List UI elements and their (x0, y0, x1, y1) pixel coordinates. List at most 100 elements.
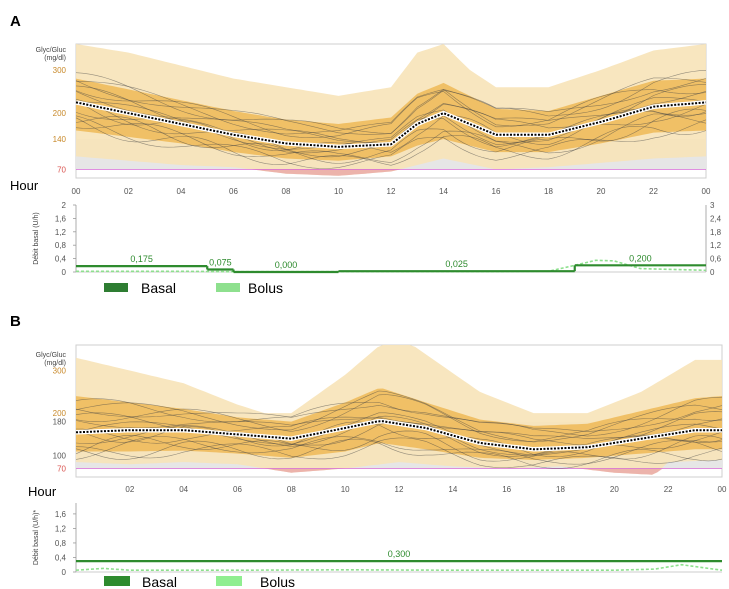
basal-rate-label: 0,000 (275, 260, 298, 270)
x-tick-label: 18 (556, 485, 565, 494)
daily-glucose-trace (75, 437, 723, 468)
bolus-legend-swatch (216, 283, 240, 292)
basal-y-tick-label: 0,4 (55, 255, 67, 264)
x-tick-label: 06 (229, 187, 238, 196)
x-tick-label: 00 (718, 485, 727, 494)
x-tick-label: 22 (649, 187, 658, 196)
x-tick-label: 08 (287, 485, 296, 494)
daily-glucose-trace (75, 117, 707, 166)
hypoglycemia-zone (76, 169, 706, 176)
daily-glucose-trace (75, 108, 707, 164)
panel-b-letter: B (10, 313, 21, 330)
basal-y-axis-label: Débit basal (U/h) (33, 212, 40, 265)
x-tick-label: 20 (610, 485, 619, 494)
x-tick-label: 00 (702, 187, 711, 196)
glucose-y-tick-label: 200 (53, 409, 67, 418)
bolus-legend-label: Bolus (260, 574, 295, 589)
basal-rate-label: 0,300 (388, 549, 411, 559)
bolus-legend-swatch (216, 576, 242, 586)
glucose-y-axis-label: Glyc/Gluc (36, 47, 67, 54)
glucose-y-tick-label: 70 (57, 464, 66, 473)
panel-a-legend: Basal Bolus (104, 280, 283, 296)
median-glucose-line (75, 420, 722, 451)
x-tick-label: 00 (72, 187, 81, 196)
bolus-line (75, 563, 723, 571)
daily-glucose-trace (75, 390, 723, 443)
basal-rate-label: 0,175 (130, 254, 153, 264)
basal-rate-label: 0,075 (209, 257, 232, 267)
glucose-y-tick-label: 140 (53, 135, 67, 144)
daily-glucose-trace (75, 77, 707, 135)
hypoglycemia-zone (76, 468, 722, 475)
daily-glucose-trace (75, 430, 723, 462)
glucose-y-axis-label: (mg/dl) (44, 55, 66, 62)
glucose-y-axis-label: (mg/dl) (44, 360, 66, 367)
x-tick-label: 12 (387, 187, 396, 196)
bolus-y-tick-label: 0 (710, 268, 715, 277)
basal-legend-label: Basal (141, 280, 176, 296)
glucose-y-tick-label: 300 (53, 367, 67, 376)
bolus-y-tick-label: 0,6 (710, 255, 722, 264)
x-tick-label: 02 (124, 187, 133, 196)
basal-y-tick-label: 1,2 (55, 524, 67, 533)
daily-glucose-trace (75, 89, 707, 138)
daily-glucose-trace (75, 421, 723, 458)
bolus-y-tick-label: 2,4 (710, 214, 722, 223)
x-tick-label: 16 (492, 187, 501, 196)
x-tick-label: 18 (544, 187, 553, 196)
daily-glucose-trace (75, 415, 723, 456)
x-tick-label: 08 (282, 187, 291, 196)
daily-glucose-trace (75, 417, 723, 440)
glucose-y-tick-label: 70 (57, 165, 66, 174)
daily-glucose-trace (75, 113, 707, 163)
bolus-y-tick-label: 1,8 (710, 228, 722, 237)
x-tick-label: 04 (177, 187, 186, 196)
panel-a-letter: A (10, 13, 21, 30)
panel-a-basal-chart: 0 0,4 0,8 1,2 1,6 2 0 0,6 1,2 1,8 2,4 3 Débit basal … (33, 201, 722, 277)
basal-y-tick-label: 0 (62, 568, 67, 577)
daily-glucose-trace (75, 436, 723, 465)
basal-rate-label: 0,200 (629, 253, 652, 263)
glucose-y-tick-label: 200 (53, 109, 67, 118)
basal-y-tick-label: 2 (62, 201, 67, 210)
basal-legend-swatch (104, 576, 130, 586)
glucose-y-tick-label: 300 (53, 66, 67, 75)
basal-y-tick-label: 0,8 (55, 241, 67, 250)
daily-glucose-trace (75, 394, 723, 442)
x-tick-label: 20 (597, 187, 606, 196)
x-tick-label: 06 (233, 485, 242, 494)
basal-y-tick-label: 1,6 (55, 510, 67, 519)
basal-y-tick-label: 0,8 (55, 539, 67, 548)
median-glucose-line (75, 101, 707, 148)
x-tick-label: 02 (125, 485, 134, 494)
daily-glucose-trace (75, 78, 707, 135)
panel-a-glucose-chart: 300 200 140 70 Glyc/Gluc(mg/dl) 00 02 04 06 08 10 1… (36, 43, 711, 196)
glucose-y-axis-label: Glyc/Gluc (36, 352, 67, 359)
daily-glucose-trace (75, 111, 707, 154)
daily-glucose-trace (75, 404, 723, 432)
basal-legend-label: Basal (142, 574, 177, 589)
basal-y-tick-label: 1,2 (55, 228, 67, 237)
x-tick-label: 14 (439, 187, 448, 196)
bolus-y-tick-label: 1,2 (710, 241, 722, 250)
x-tick-label: 22 (664, 485, 673, 494)
panel-b-legend: Basal Bolus (104, 574, 295, 589)
panel-b-hour-label: Hour (28, 484, 57, 499)
panel-b-basal-chart: 0 0,4 0,8 1,2 1,6 Débit basal (U/h)* 0,300 (33, 503, 723, 577)
x-tick-label: 14 (448, 485, 457, 494)
basal-y-tick-label: 0 (62, 268, 67, 277)
daily-glucose-trace (75, 115, 707, 169)
x-tick-label: 04 (179, 485, 188, 494)
bolus-legend-label: Bolus (248, 280, 283, 296)
x-tick-label: 12 (395, 485, 404, 494)
daily-glucose-trace (75, 100, 707, 153)
panel-a-hour-label: Hour (10, 178, 39, 193)
bolus-y-tick-label: 3 (710, 201, 715, 210)
daily-glucose-trace (75, 438, 723, 469)
glucose-y-tick-label: 100 (53, 452, 67, 461)
x-tick-label: 16 (502, 485, 511, 494)
x-tick-label: 10 (334, 187, 343, 196)
basal-y-axis-label: Débit basal (U/h)* (33, 510, 40, 566)
